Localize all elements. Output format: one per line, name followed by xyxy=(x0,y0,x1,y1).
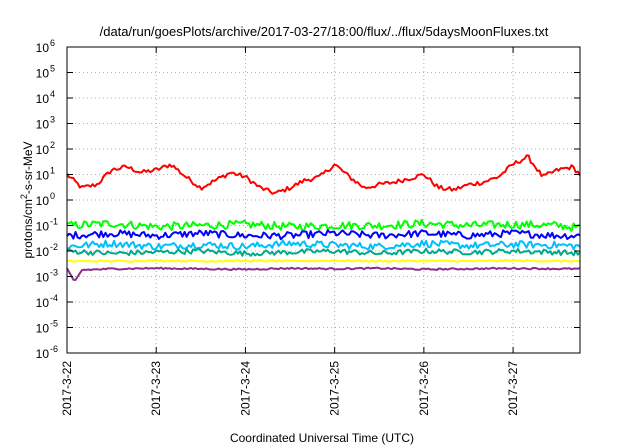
series-line xyxy=(66,154,581,195)
y-axis-ticks: 10 -610 -510 -410 -310 -210 -110 010 110 210 310 41… xyxy=(36,38,580,361)
y-tick-label-exponent: -3 xyxy=(50,268,58,278)
y-tick-label: 10 xyxy=(36,220,50,234)
x-tick-label: 2017-3-23 xyxy=(149,361,163,416)
series-line xyxy=(66,258,581,263)
y-axis-label-pre: protons/cm xyxy=(21,199,35,258)
grid-lines xyxy=(66,47,580,353)
y-tick-label-exponent: -2 xyxy=(50,242,58,252)
y-tick-label-exponent: 3 xyxy=(50,115,55,125)
y-tick-label: 10 xyxy=(36,143,50,157)
x-tick-label: 2017-3-24 xyxy=(238,361,252,416)
y-tick-label-exponent: -5 xyxy=(50,319,58,329)
y-tick-label: 10 xyxy=(36,194,50,208)
y-tick-label-exponent: -1 xyxy=(50,217,58,227)
y-tick-label-exponent: 6 xyxy=(50,38,55,48)
y-tick-label: 10 xyxy=(36,118,50,132)
y-tick-label: 10 xyxy=(36,92,50,106)
x-tick-label: 2017-3-22 xyxy=(60,361,74,416)
y-tick-label: 10 xyxy=(36,169,50,183)
y-tick-label: 10 xyxy=(36,245,50,259)
y-tick-label-exponent: 2 xyxy=(50,140,55,150)
series-line xyxy=(66,239,581,251)
y-tick-label: 10 xyxy=(36,322,50,336)
x-tick-label: 2017-3-25 xyxy=(328,361,342,416)
y-tick-label: 10 xyxy=(36,347,50,361)
y-tick-label-exponent: 1 xyxy=(50,166,55,176)
y-tick-label: 10 xyxy=(36,41,50,55)
y-axis-label-post: -s-sr-MeV xyxy=(21,141,35,194)
x-axis-ticks: 2017-3-22 2017-3-23 2017-3-24 2017-3-25 2017… xyxy=(60,47,520,416)
y-tick-label: 10 xyxy=(36,296,50,310)
y-tick-label: 10 xyxy=(36,67,50,81)
series-line xyxy=(66,229,581,241)
x-tick-label: 2017-3-27 xyxy=(506,361,520,416)
y-tick-label-exponent: 4 xyxy=(50,89,55,99)
y-tick-label-exponent: 0 xyxy=(50,191,55,201)
y-tick-label: 10 xyxy=(36,271,50,285)
series-line xyxy=(66,266,581,281)
chart-title: /data/run/goesPlots/archive/2017-03-27/1… xyxy=(100,24,549,39)
x-axis-label: Coordinated Universal Time (UTC) xyxy=(230,431,414,445)
series-line xyxy=(66,218,581,232)
y-tick-label-exponent: -6 xyxy=(50,344,58,354)
y-tick-label-exponent: 5 xyxy=(50,64,55,74)
y-tick-label-exponent: -4 xyxy=(50,293,58,303)
x-tick-label: 2017-3-26 xyxy=(417,361,431,416)
y-axis-label-sup: 2 xyxy=(19,194,29,199)
series-group xyxy=(66,154,581,281)
y-axis-label: protons/cm2-s-sr-MeV xyxy=(19,141,35,258)
series-line xyxy=(66,247,581,257)
